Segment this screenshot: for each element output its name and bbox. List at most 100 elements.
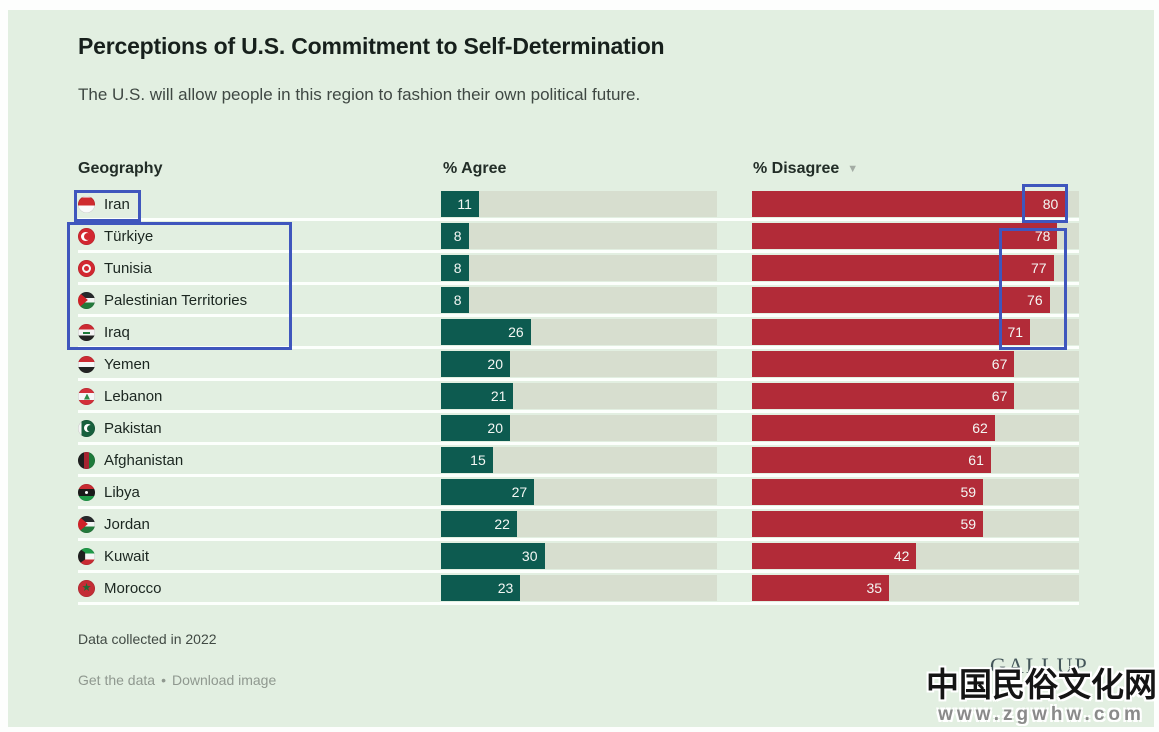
disagree-bar-track: 67 [752, 383, 1079, 409]
country-flag-icon [78, 515, 95, 533]
disagree-cell: 59 [752, 477, 1079, 506]
disagree-value: 77 [1030, 260, 1047, 276]
disagree-cell: 35 [752, 573, 1079, 602]
agree-bar[interactable]: 23 [441, 575, 521, 601]
disagree-bar[interactable]: 67 [752, 383, 1015, 409]
agree-bar-track: 8 [441, 255, 717, 281]
table-row: Iran 11 80 [78, 189, 1079, 221]
agree-bar[interactable]: 21 [441, 383, 514, 409]
disagree-bar-track: 35 [752, 575, 1079, 601]
disagree-value: 61 [968, 452, 984, 468]
table-row: Tunisia 8 77 [78, 253, 1079, 285]
geography-cell: Libya [78, 477, 441, 506]
disagree-bar-track: 42 [752, 543, 1079, 569]
agree-bar[interactable]: 8 [441, 223, 469, 249]
disagree-bar-track: 59 [752, 511, 1079, 537]
watermark-chinese-text: 中国民俗文化网 [926, 665, 1157, 704]
disagree-bar[interactable]: 62 [752, 415, 995, 441]
agree-cell: 30 [441, 541, 752, 570]
disagree-bar[interactable]: 59 [752, 479, 984, 505]
disagree-bar[interactable]: 78 [752, 223, 1058, 249]
geography-cell: Afghanistan [78, 445, 441, 474]
disagree-bar-track: 67 [752, 351, 1079, 377]
geography-cell: Iran [78, 189, 441, 218]
gallup-logo: GALLUP [990, 653, 1089, 678]
agree-bar[interactable]: 8 [441, 255, 469, 281]
agree-bar[interactable]: 30 [441, 543, 545, 569]
disagree-bar[interactable]: 35 [752, 575, 890, 601]
agree-value: 8 [453, 228, 462, 244]
disagree-bar[interactable]: 80 [752, 191, 1066, 217]
disagree-value: 42 [893, 548, 910, 564]
column-header-agree[interactable]: % Agree [443, 160, 507, 177]
disagree-bar[interactable]: 59 [752, 511, 984, 537]
agree-value: 26 [508, 324, 524, 340]
country-label: Iran [104, 195, 130, 213]
disagree-bar[interactable]: 77 [752, 255, 1054, 281]
agree-bar-track: 11 [441, 191, 717, 217]
download-image-link[interactable]: Download image [171, 672, 277, 688]
disagree-value: 76 [1027, 292, 1043, 308]
agree-bar-track: 8 [441, 223, 717, 249]
highlight-box-country-labels [67, 222, 292, 350]
agree-value: 15 [470, 452, 486, 468]
agree-bar[interactable]: 22 [441, 511, 517, 537]
agree-value: 27 [511, 484, 528, 500]
disagree-cell: 77 [752, 253, 1079, 282]
watermark: 中国民俗文化网 www.zgwhw.com [926, 658, 1157, 726]
disagree-value: 80 [1042, 196, 1059, 212]
geography-cell: Lebanon [78, 381, 441, 410]
country-label: Türkiye [104, 227, 154, 245]
country-flag-icon [78, 195, 95, 213]
geography-cell: Iraq [78, 317, 441, 346]
country-label: Morocco [104, 579, 162, 597]
agree-cell: 8 [441, 285, 752, 314]
agree-bar[interactable]: 8 [441, 287, 469, 313]
highlight-box-iran-disagree-value [1022, 184, 1068, 223]
agree-bar-track: 26 [441, 319, 717, 345]
country-flag-icon [78, 547, 95, 565]
disagree-bar-track: 62 [752, 415, 1079, 441]
table-row: Libya 27 59 [78, 477, 1079, 509]
agree-cell: 22 [441, 509, 752, 538]
disagree-cell: 78 [752, 221, 1079, 250]
column-header-disagree-label: % Disagree [753, 160, 840, 177]
links-separator: • [161, 672, 166, 688]
footer-links: Get the data • Download image [78, 672, 276, 688]
agree-bar[interactable]: 11 [441, 191, 479, 217]
watermark-url-text: www.zgwhw.com [938, 704, 1145, 725]
agree-bar-track: 22 [441, 511, 717, 537]
disagree-bar-track: 77 [752, 255, 1079, 281]
geography-cell: Jordan [78, 509, 441, 538]
agree-cell: 23 [441, 573, 752, 602]
table-row: Afghanistan 15 61 [78, 445, 1079, 477]
agree-bar[interactable]: 15 [441, 447, 493, 473]
geography-cell: Palestinian Territories [78, 285, 441, 314]
table-row: Yemen 20 67 [78, 349, 1079, 381]
disagree-bar[interactable]: 67 [752, 351, 1015, 377]
agree-bar[interactable]: 20 [441, 351, 510, 377]
country-label: Lebanon [104, 387, 163, 405]
agree-value: 21 [490, 388, 507, 404]
agree-value: 20 [487, 356, 503, 372]
agree-bar[interactable]: 20 [441, 415, 510, 441]
agree-bar[interactable]: 27 [441, 479, 535, 505]
disagree-value: 67 [991, 356, 1008, 372]
country-flag-icon [78, 323, 95, 341]
disagree-cell: 67 [752, 381, 1079, 410]
disagree-bar[interactable]: 71 [752, 319, 1031, 345]
table-row: Morocco 23 35 [78, 573, 1079, 605]
agree-value: 11 [457, 196, 472, 212]
disagree-value: 35 [866, 580, 883, 596]
get-the-data-link[interactable]: Get the data [78, 672, 156, 688]
column-header-disagree[interactable]: % Disagree ▼ [753, 160, 858, 178]
country-flag-icon [78, 291, 95, 309]
disagree-bar[interactable]: 42 [752, 543, 917, 569]
agree-bar-track: 20 [441, 351, 717, 377]
disagree-cell: 67 [752, 349, 1079, 378]
agree-cell: 20 [441, 413, 752, 442]
country-label: Libya [104, 483, 140, 501]
agree-bar[interactable]: 26 [441, 319, 531, 345]
disagree-bar[interactable]: 61 [752, 447, 991, 473]
country-label: Palestinian Territories [104, 291, 248, 309]
